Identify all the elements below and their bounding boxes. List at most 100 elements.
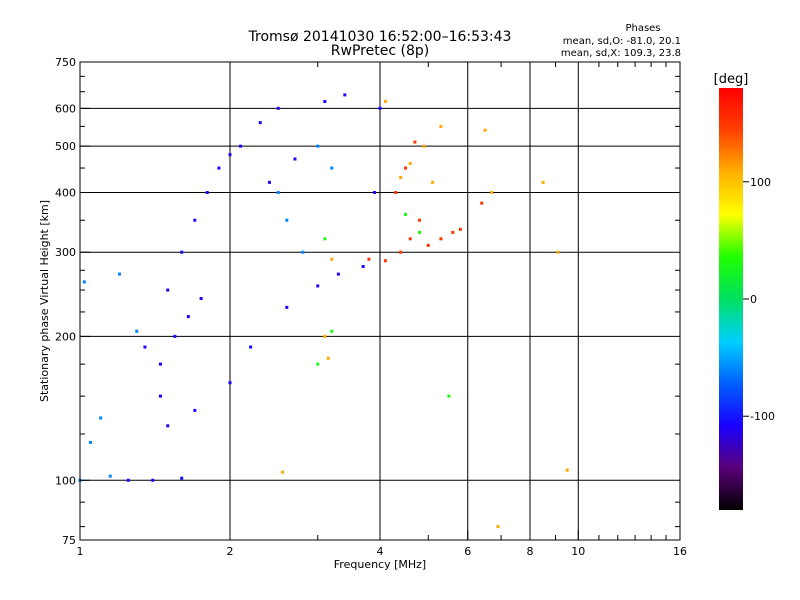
y-tick-label: 600 xyxy=(55,102,76,115)
data-point xyxy=(330,329,334,333)
data-point xyxy=(173,334,177,338)
data-point xyxy=(158,394,162,398)
grid-lines xyxy=(80,62,680,540)
data-point xyxy=(293,157,297,161)
data-point xyxy=(285,305,289,309)
tick-labels: 1 2 4 6 8 10 16 75 100 200 300 400 500 600 750 xyxy=(55,56,687,558)
data-point xyxy=(239,144,243,148)
data-point xyxy=(316,144,320,148)
data-point xyxy=(373,190,377,194)
data-point xyxy=(228,153,232,157)
axes xyxy=(79,61,681,541)
x-tick-label: 6 xyxy=(464,545,471,558)
y-tick-label: 75 xyxy=(62,534,76,547)
data-point xyxy=(399,175,403,179)
data-point xyxy=(193,218,197,222)
data-point xyxy=(316,284,320,288)
y-axis-label: Stationary phase Virtual Height [km] xyxy=(38,200,51,402)
data-point xyxy=(108,474,112,478)
data-point xyxy=(285,218,289,222)
chart-subtitle: RwPretec (8p) xyxy=(331,43,429,59)
data-point xyxy=(267,180,271,184)
data-point xyxy=(326,356,330,360)
data-point xyxy=(199,297,203,301)
data-point xyxy=(408,237,412,241)
data-point xyxy=(556,250,560,254)
data-point xyxy=(186,315,190,319)
x-tick-label: 4 xyxy=(377,545,384,558)
x-tick-label: 2 xyxy=(227,545,234,558)
data-point xyxy=(117,272,121,276)
data-point xyxy=(316,362,320,366)
stats-o: mean, sd,O: -81.0, 20.1 xyxy=(563,36,681,47)
data-point xyxy=(99,416,103,420)
data-point xyxy=(143,345,147,349)
x-tick-label: 16 xyxy=(673,545,687,558)
data-points xyxy=(78,93,569,529)
data-point xyxy=(166,288,170,292)
data-point xyxy=(426,243,430,247)
x-axis-label: Frequency [MHz] xyxy=(334,558,426,571)
data-point xyxy=(330,166,334,170)
data-point xyxy=(205,190,209,194)
x-tick-label: 10 xyxy=(571,545,585,558)
data-point xyxy=(367,257,371,261)
data-point xyxy=(413,140,417,144)
data-point xyxy=(480,201,484,205)
y-tick-label: 500 xyxy=(55,140,76,153)
colorbar-label: [deg] xyxy=(714,72,749,87)
data-point xyxy=(343,93,347,97)
x-tick-label: 8 xyxy=(527,545,534,558)
x-tick-label: 1 xyxy=(77,545,84,558)
y-tick-label: 100 xyxy=(55,474,76,487)
data-point xyxy=(166,424,170,428)
data-point xyxy=(258,121,262,125)
data-point xyxy=(126,478,130,482)
y-tick-label: 750 xyxy=(55,56,76,69)
data-point xyxy=(82,280,86,284)
stats-x: mean, sd,X: 109.3, 23.8 xyxy=(561,48,681,59)
data-point xyxy=(417,230,421,234)
data-point xyxy=(541,180,545,184)
data-point xyxy=(403,166,407,170)
stats-title: Phases xyxy=(625,23,660,34)
data-point xyxy=(180,476,184,480)
data-point xyxy=(180,250,184,254)
y-tick-label: 400 xyxy=(55,186,76,199)
data-point xyxy=(336,272,340,276)
data-point xyxy=(431,180,435,184)
data-point xyxy=(158,362,162,366)
data-point xyxy=(447,394,451,398)
data-point xyxy=(490,190,494,194)
data-point xyxy=(565,468,569,472)
data-point xyxy=(193,408,197,412)
data-point xyxy=(276,190,280,194)
data-point xyxy=(323,334,327,338)
y-tick-label: 300 xyxy=(55,246,76,259)
data-point xyxy=(135,329,139,333)
data-point xyxy=(330,257,334,261)
data-point xyxy=(249,345,253,349)
colorbar xyxy=(719,88,743,510)
y-tick-label: 200 xyxy=(55,330,76,343)
data-point xyxy=(399,250,403,254)
data-point xyxy=(383,100,387,104)
data-point xyxy=(301,250,305,254)
data-point xyxy=(217,166,221,170)
data-point xyxy=(403,212,407,216)
data-point xyxy=(89,440,93,444)
data-point xyxy=(323,237,327,241)
data-point xyxy=(323,100,327,104)
colorbar-ticks: 100 0 -100 xyxy=(743,176,775,423)
data-point xyxy=(496,525,500,529)
colorbar-tick-label: 0 xyxy=(750,293,757,306)
data-point xyxy=(422,144,426,148)
data-point xyxy=(276,106,280,110)
data-point xyxy=(383,259,387,263)
data-point xyxy=(417,218,421,222)
data-point xyxy=(439,124,443,128)
colorbar-tick-label: -100 xyxy=(750,410,775,423)
chart-title: Tromsø 20141030 16:52:00–16:53:43 xyxy=(248,29,512,45)
data-point xyxy=(151,478,155,482)
